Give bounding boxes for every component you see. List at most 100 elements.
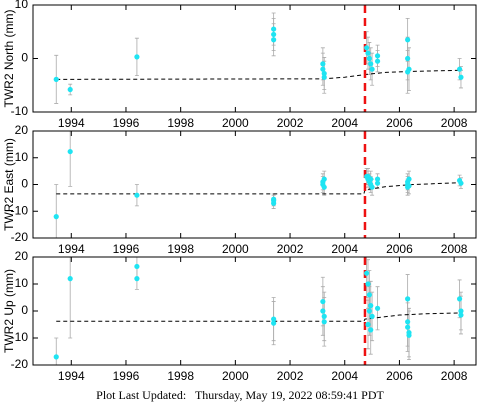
data-point xyxy=(134,276,140,282)
data-point xyxy=(321,184,327,190)
data-point xyxy=(406,176,412,182)
data-point xyxy=(365,321,371,328)
x-tick-label: 1994 xyxy=(58,242,85,256)
data-point xyxy=(368,176,374,182)
data-point xyxy=(374,305,381,311)
data-point xyxy=(368,61,374,67)
data-point xyxy=(321,74,327,80)
data-point xyxy=(365,50,371,56)
x-tick-label: 2002 xyxy=(277,369,304,383)
data-point xyxy=(456,296,463,302)
x-tick-label: 1994 xyxy=(58,369,85,383)
model-line xyxy=(56,69,463,80)
data-point xyxy=(321,313,327,319)
x-tick-label: 2006 xyxy=(386,369,413,383)
data-point xyxy=(456,66,463,72)
panel: -20 -10 0 10 20 1994 1996 1998 2000 2002 2004 2006 2… xyxy=(2,123,477,256)
plot-area xyxy=(53,131,464,238)
data-point xyxy=(134,54,140,60)
x-tick-label: 2006 xyxy=(386,116,413,130)
data-point xyxy=(271,320,277,326)
x-tick-label: 2000 xyxy=(222,116,249,130)
data-point xyxy=(458,180,464,186)
y-tick-label: 0 xyxy=(21,177,28,191)
data-point xyxy=(374,180,381,186)
data-point xyxy=(406,183,412,189)
data-point xyxy=(134,263,140,270)
footer: Plot Last Updated: Thursday, May 19, 202… xyxy=(96,388,384,402)
data-point xyxy=(53,354,59,360)
x-tick-label: 2008 xyxy=(441,242,468,256)
y-tick-label: 0 xyxy=(21,303,28,317)
x-tick-label: 1996 xyxy=(113,369,140,383)
y-axis-title: TWR2 North (mm) xyxy=(2,10,16,108)
plot-area xyxy=(53,5,464,112)
x-tick-label: 1998 xyxy=(167,116,194,130)
x-tick-label: 2004 xyxy=(331,369,358,383)
data-point xyxy=(406,332,412,338)
y-tick-label: -10 xyxy=(11,203,29,217)
data-point xyxy=(271,316,277,322)
data-point xyxy=(321,319,327,325)
x-tick-label: 1996 xyxy=(113,116,140,130)
y-axis-title: TWR2 Up (mm) xyxy=(2,269,16,353)
data-point xyxy=(320,308,326,314)
data-point xyxy=(374,176,381,182)
data-point xyxy=(271,200,277,206)
data-point xyxy=(271,26,277,32)
panel: -10 0 10 1994 1996 1998 2000 2002 2004 2006 2008 TW… xyxy=(2,0,477,130)
data-point xyxy=(271,196,277,202)
data-point xyxy=(67,86,73,93)
x-tick-label: 2002 xyxy=(277,242,304,256)
data-point xyxy=(271,31,277,38)
data-point xyxy=(405,324,411,330)
x-tick-label: 2002 xyxy=(277,116,304,130)
data-point xyxy=(53,76,59,82)
data-point xyxy=(67,276,73,282)
model-line xyxy=(56,312,463,322)
y-tick-label: -20 xyxy=(11,230,29,244)
x-tick-label: 1996 xyxy=(113,242,140,256)
y-tick-label: 10 xyxy=(15,276,29,290)
x-tick-label: 1994 xyxy=(58,116,85,130)
data-point xyxy=(320,298,326,305)
data-point xyxy=(271,37,277,43)
data-point xyxy=(321,70,327,77)
x-tick-label: 2006 xyxy=(386,242,413,256)
y-tick-label: 0 xyxy=(21,51,28,65)
x-tick-label: 2004 xyxy=(331,242,358,256)
data-point xyxy=(369,66,375,72)
panel: -20 -10 0 10 20 1994 1996 1998 2000 2002 2004 2006 2… xyxy=(2,249,477,383)
data-point xyxy=(53,214,59,220)
x-tick-label: 2008 xyxy=(441,116,468,130)
data-point xyxy=(366,308,372,314)
data-point xyxy=(374,53,381,59)
y-tick-label: -10 xyxy=(11,330,29,344)
plot-frame xyxy=(32,130,477,239)
data-point xyxy=(458,74,464,80)
data-point xyxy=(134,192,140,198)
plot-area xyxy=(53,257,464,365)
x-tick-label: 2004 xyxy=(331,116,358,130)
y-tick-label: -10 xyxy=(11,104,29,118)
x-tick-label: 1998 xyxy=(167,242,194,256)
x-tick-label: 1998 xyxy=(167,369,194,383)
data-point xyxy=(366,292,372,298)
data-point xyxy=(321,176,327,182)
data-point xyxy=(320,66,326,72)
data-point xyxy=(366,55,372,62)
x-tick-label: 2008 xyxy=(441,369,468,383)
data-point xyxy=(458,312,464,318)
y-tick-label: 10 xyxy=(15,0,29,11)
y-tick-label: 10 xyxy=(15,150,29,164)
data-point xyxy=(365,281,371,287)
data-point xyxy=(320,61,326,67)
data-point xyxy=(67,148,73,155)
data-point xyxy=(405,319,411,325)
plot-frame xyxy=(32,4,477,113)
x-tick-label: 2000 xyxy=(222,242,249,256)
data-point xyxy=(369,313,375,319)
data-point xyxy=(405,37,411,43)
x-tick-label: 2000 xyxy=(222,369,249,383)
